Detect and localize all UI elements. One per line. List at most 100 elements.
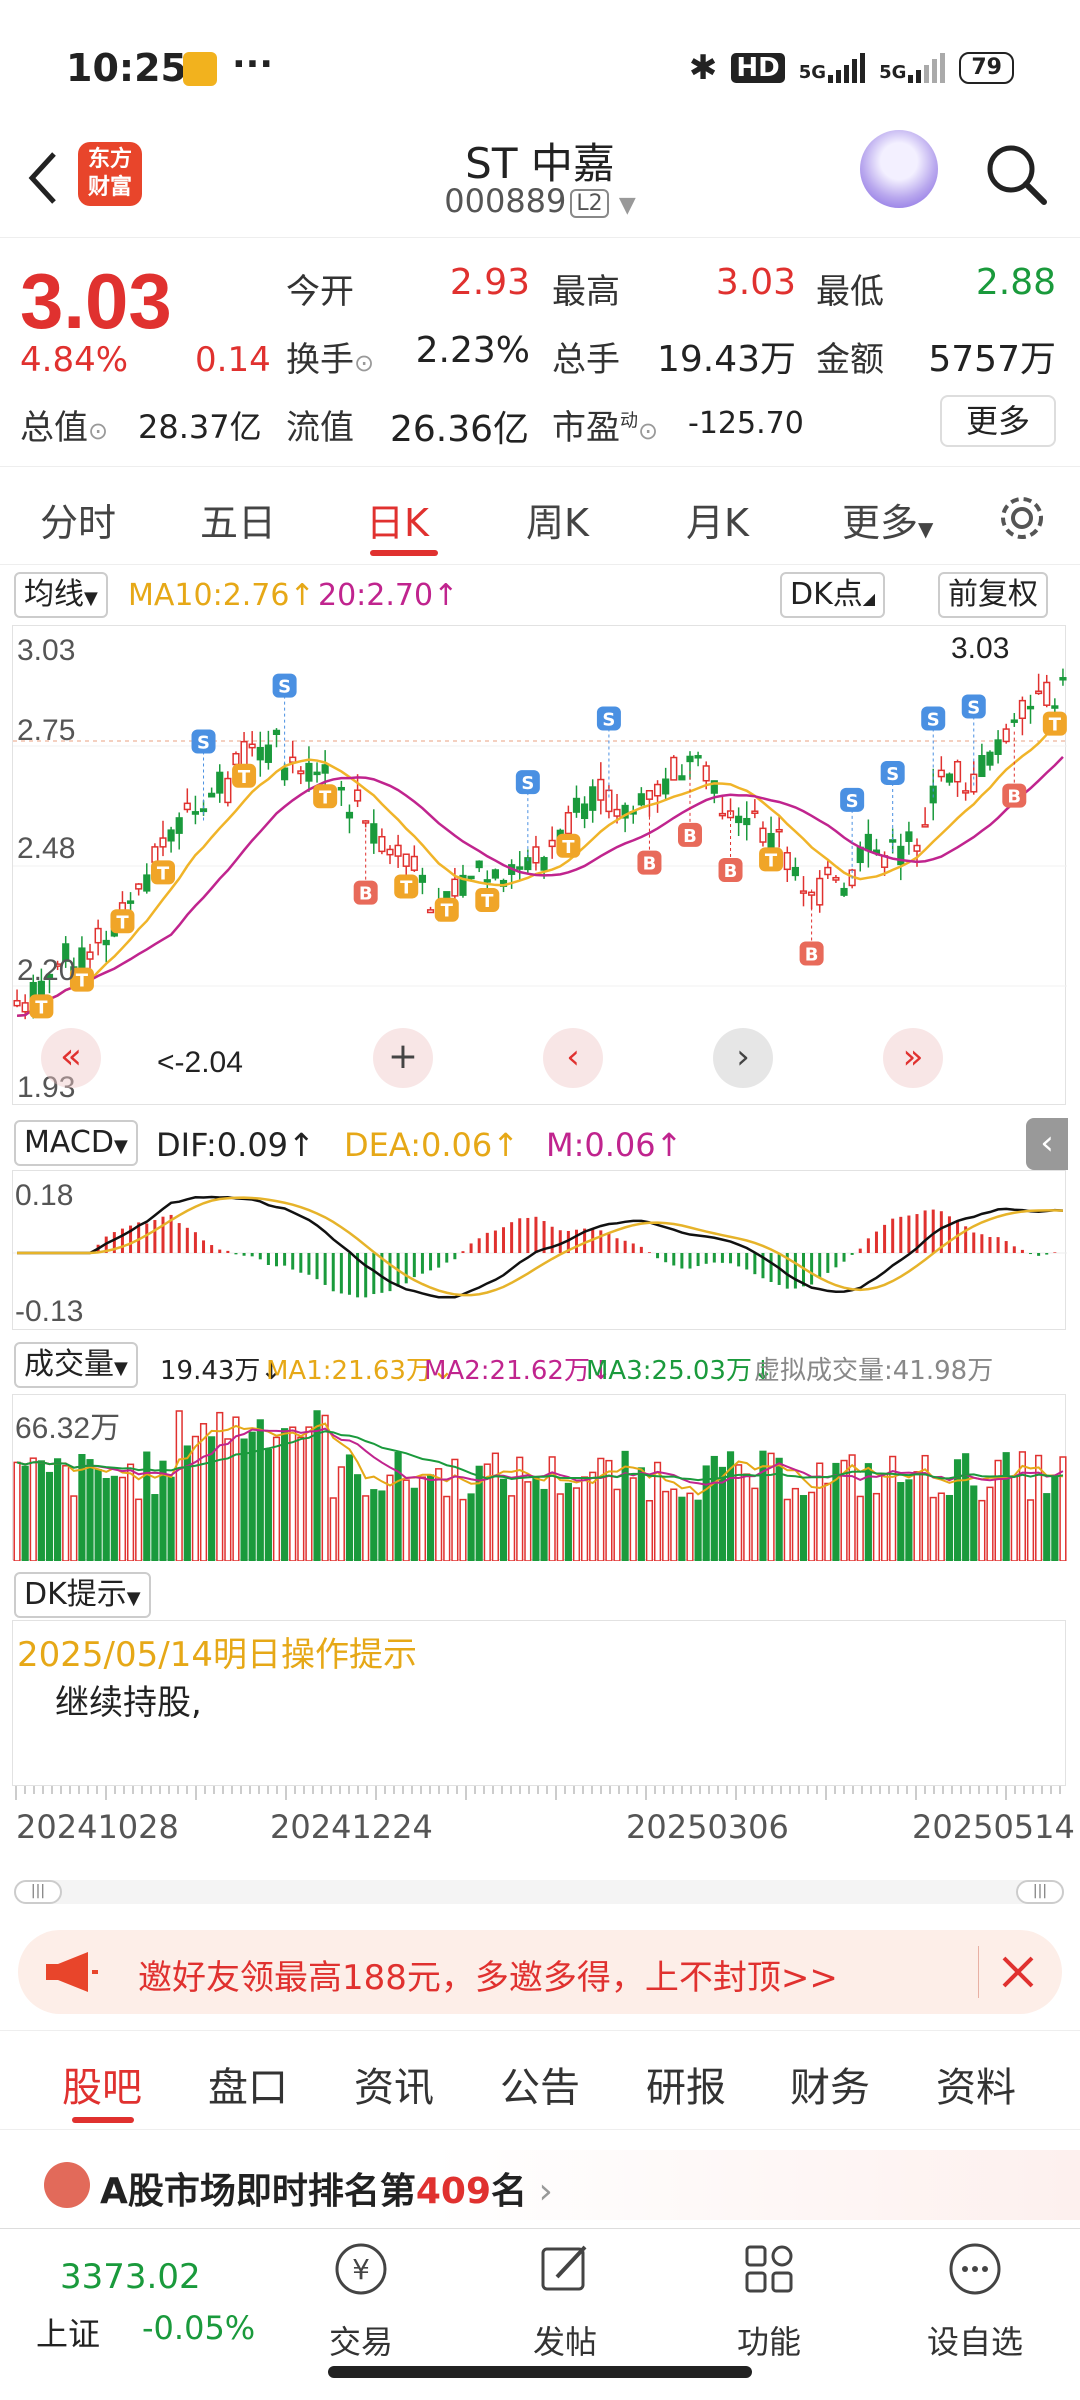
volume-bar	[508, 1495, 516, 1562]
tab-pankou[interactable]: 盘口	[208, 2065, 288, 2111]
current-price: 3.03	[20, 257, 172, 345]
info-icon: ⊙	[638, 417, 659, 445]
nav-add-watchlist[interactable]: 设自选	[910, 2241, 1040, 2363]
close-icon[interactable]	[998, 1952, 1038, 1992]
volume-bar	[402, 1479, 410, 1562]
ai-assistant-icon[interactable]	[860, 130, 938, 208]
kline-candle	[386, 848, 394, 856]
nav-functions[interactable]: 功能	[704, 2241, 834, 2363]
volume-bar	[1051, 1474, 1059, 1562]
tab-news[interactable]: 资讯	[354, 2065, 434, 2111]
nav-trade[interactable]: ¥ 交易	[296, 2241, 426, 2363]
tab-intraday[interactable]: 分时	[40, 501, 117, 545]
nav-post[interactable]: 发帖	[500, 2241, 630, 2363]
market-rank[interactable]: A股市场即时排名第409名 ›	[0, 2150, 1080, 2220]
ma-selector[interactable]: 均线▼	[14, 572, 108, 618]
kline-candle	[410, 855, 418, 871]
kline-candle	[459, 874, 467, 896]
volume-bar	[897, 1482, 905, 1562]
more-quote-button[interactable]: 更多	[940, 395, 1056, 447]
caret-down-icon: ▼	[618, 193, 636, 218]
volume-bar	[256, 1419, 264, 1562]
range-handle-left[interactable]: |||	[14, 1880, 62, 1904]
tab-profile[interactable]: 资料	[936, 2065, 1016, 2111]
kline-candle	[13, 999, 21, 1007]
kline-candle	[564, 812, 572, 835]
dk-marker	[880, 760, 905, 785]
volume-bar	[783, 1498, 791, 1562]
stock-code-selector[interactable]: 000889 L2 ▼	[444, 182, 636, 220]
date-axis-ticks	[15, 1786, 1061, 1800]
signal-2: 5G	[879, 53, 946, 83]
rank-text: A股市场即时排名第409名 ›	[100, 2171, 553, 2212]
kline-candle	[143, 874, 151, 892]
rank-chart-icon	[44, 2162, 90, 2208]
tab-guba[interactable]: 股吧	[62, 2065, 142, 2111]
tab-finance[interactable]: 财务	[790, 2065, 870, 2111]
kline-candle	[1043, 681, 1051, 706]
vol-ma1-line	[16, 1422, 1064, 1496]
volume-bar	[264, 1448, 272, 1562]
back-arrow-icon[interactable]	[24, 148, 64, 208]
dk-point-selector[interactable]: DK点◢	[780, 572, 886, 618]
tab-weekly-k[interactable]: 周K	[526, 501, 589, 545]
volume-bar	[126, 1463, 135, 1562]
signal-1: 5G	[799, 53, 866, 83]
kline-candle	[467, 875, 475, 880]
app-logo[interactable]: 东方 财富	[78, 142, 142, 206]
tab-announcements[interactable]: 公告	[500, 2065, 580, 2111]
tab-five-day[interactable]: 五日	[200, 501, 277, 545]
zoom-in-icon[interactable]: +	[373, 1028, 433, 1088]
tab-research[interactable]: 研报	[646, 2065, 726, 2111]
dk-marker-label: T	[481, 891, 494, 912]
kline-candle	[856, 846, 864, 864]
kline-candle	[102, 939, 110, 946]
volume-bar	[864, 1463, 872, 1562]
volume-bar	[499, 1478, 508, 1562]
adjust-selector[interactable]: 前复权	[938, 572, 1048, 618]
dk-row: DK提示▼	[0, 1570, 1080, 1620]
range-scrollbar[interactable]: ||| |||	[14, 1880, 1064, 1904]
volume-bar	[856, 1495, 864, 1562]
volume-bar	[986, 1486, 994, 1562]
y-tick-mid1: 2.75	[17, 714, 76, 747]
volume-bar	[45, 1471, 54, 1562]
scroll-left-icon[interactable]: ‹	[543, 1028, 603, 1088]
dk-marker-label: B	[359, 884, 373, 905]
scroll-end-icon[interactable]: »	[883, 1028, 943, 1088]
volume-bar	[378, 1490, 386, 1562]
kline-candle	[1059, 677, 1067, 681]
scroll-right-icon[interactable]: ›	[713, 1028, 773, 1088]
range-handle-right[interactable]: |||	[1016, 1880, 1064, 1904]
kline-chart[interactable]: T T T T S T S T B T T T S T S B B B T B S S S S B T 3.03 2.75 2.4…	[12, 625, 1067, 1105]
dk-marker-label: T	[441, 901, 454, 922]
dk-selector[interactable]: DK提示▼	[14, 1572, 151, 1618]
kline-candle	[370, 823, 378, 844]
tab-more[interactable]: 更多▼	[842, 501, 934, 545]
kline-candle	[21, 1002, 29, 1013]
volume-bar	[337, 1466, 345, 1562]
volume-bar	[199, 1423, 208, 1562]
search-icon[interactable]	[984, 142, 1048, 206]
scroll-start-icon[interactable]: «	[41, 1028, 101, 1088]
dk-marker-label: B	[724, 861, 738, 882]
volume-chart[interactable]: 66.32万	[12, 1394, 1067, 1562]
volume-bar	[183, 1445, 191, 1562]
kline-candle	[1010, 719, 1018, 723]
macd-selector[interactable]: MACD▼	[14, 1120, 138, 1166]
macd-chart[interactable]: 0.18 -0.13	[12, 1170, 1067, 1330]
index-quote[interactable]: 3373.02 上证 -0.05%	[0, 2229, 260, 2389]
volume-bar	[905, 1479, 913, 1562]
volume-bar	[613, 1488, 621, 1562]
gear-icon[interactable]	[996, 492, 1048, 544]
tab-daily-k[interactable]: 日K	[366, 501, 429, 545]
collapse-panel-icon[interactable]: ‹	[1026, 1118, 1068, 1170]
caret-down-icon: ▼	[918, 517, 934, 541]
volume-selector[interactable]: 成交量▼	[14, 1342, 138, 1388]
volume-bar	[370, 1489, 378, 1562]
promo-banner[interactable]: 邀好友领最高188元，多邀多得，上不封顶>>	[18, 1930, 1062, 2014]
kline-candle	[670, 756, 678, 781]
tab-monthly-k[interactable]: 月K	[686, 501, 749, 545]
kline-candle	[94, 927, 102, 944]
float-label: 流值	[286, 408, 354, 448]
